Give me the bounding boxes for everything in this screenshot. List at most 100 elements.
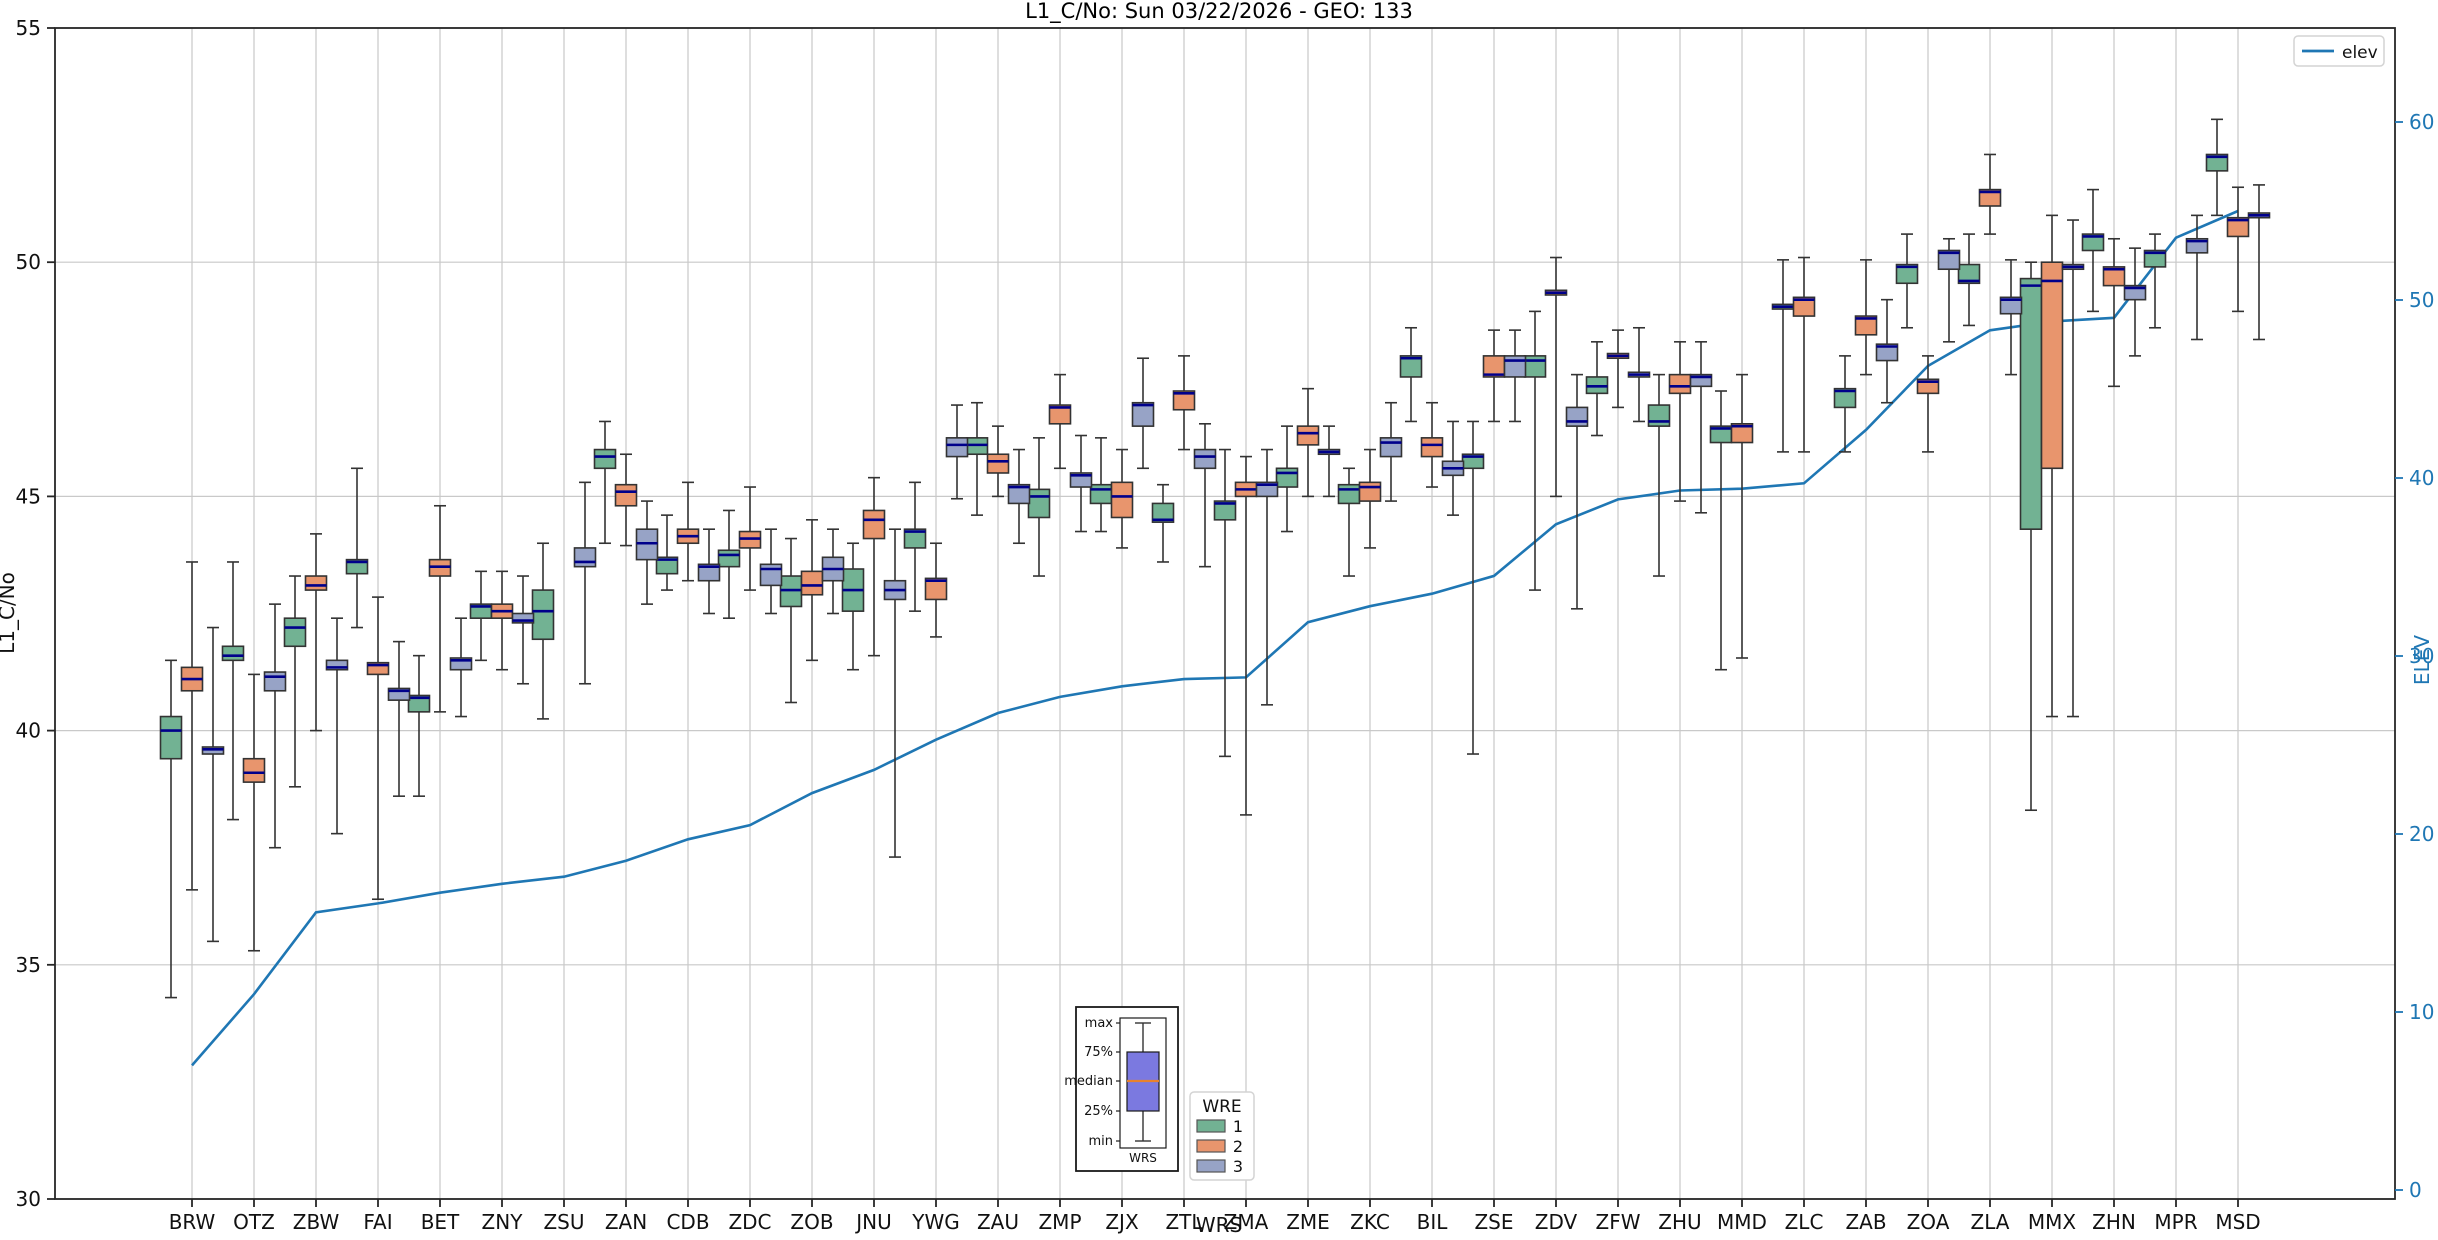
box-group-CDB-wre2 xyxy=(676,481,700,582)
box-iqr xyxy=(1420,437,1444,458)
x-tick-label-ZJX: ZJX xyxy=(1105,1210,1139,1234)
box-group-ZFW-wre2 xyxy=(1606,329,1630,409)
box-group-ZAU-wre1 xyxy=(965,401,989,516)
box-iqr xyxy=(1999,296,2023,315)
wre-swatch-1 xyxy=(1196,1119,1226,1133)
elev-legend-box xyxy=(2293,35,2385,67)
box-group-ZDC-wre1 xyxy=(717,509,741,619)
x-tick-label-MPR: MPR xyxy=(2154,1210,2197,1234)
wre-label-2: 2 xyxy=(1233,1137,1243,1156)
box-group-ZLA-wre2 xyxy=(1978,153,2002,235)
x-tick-label-FAI: FAI xyxy=(363,1210,392,1234)
x-tick-label-CDB: CDB xyxy=(666,1210,709,1234)
box-iqr xyxy=(862,509,886,540)
box-iqr xyxy=(1296,425,1320,446)
box-group-ZSU-wre3 xyxy=(573,481,597,685)
box-group-FAI-wre2 xyxy=(366,596,390,901)
box-group-ZFW-wre1 xyxy=(1585,341,1609,437)
x-tick-label-ZTL: ZTL xyxy=(1165,1210,1203,1234)
box-iqr xyxy=(655,556,679,575)
box-iqr xyxy=(1110,481,1134,519)
y-tick-label-left: 50 xyxy=(16,250,41,274)
box-group-ZTL-wre2 xyxy=(1172,355,1196,451)
inset-xlabel: WRS xyxy=(1129,1151,1157,1165)
box-group-BRW-wre1 xyxy=(159,659,183,999)
box-group-MMD-wre1 xyxy=(1709,390,1733,671)
box-group-FAI-wre3 xyxy=(387,640,411,797)
x-tick-label-ZHU: ZHU xyxy=(1658,1210,1701,1234)
box-iqr xyxy=(511,612,535,624)
box-iqr xyxy=(1399,355,1423,378)
chart-title: L1_C/No: Sun 03/22/2026 - GEO: 133 xyxy=(1025,0,1413,24)
box-group-BRW-wre3 xyxy=(201,626,225,943)
box-iqr xyxy=(1565,406,1589,427)
box-group-ZHN-wre1 xyxy=(2081,188,2105,313)
box-group-ZBW-wre1 xyxy=(283,575,307,788)
box-group-MMX-wre1 xyxy=(2019,261,2043,812)
x-tick-label-BET: BET xyxy=(421,1210,460,1234)
box-group-ZHN-wre3 xyxy=(2123,247,2147,357)
box-group-ZHU-wre1 xyxy=(1647,373,1671,577)
x-tick-label-ZFW: ZFW xyxy=(1596,1210,1641,1234)
y-tick-label-right: 0 xyxy=(2409,1178,2422,1202)
box-iqr xyxy=(1151,502,1175,523)
box-group-ZDV-wre1 xyxy=(1523,310,1547,591)
box-group-ZMP-wre1 xyxy=(1027,437,1051,577)
box-group-ZME-wre3 xyxy=(1317,425,1341,498)
box-group-ZDV-wre2 xyxy=(1544,256,1568,498)
box-group-ZHN-wre2 xyxy=(2102,237,2126,388)
box-group-ZAB-wre1 xyxy=(1833,355,1857,453)
x-tick-label-YWG: YWG xyxy=(911,1210,960,1234)
box-iqr xyxy=(717,549,741,568)
box-group-ZSE-wre3 xyxy=(1503,329,1527,423)
box-group-MSD-wre1 xyxy=(2205,118,2229,217)
box-iqr xyxy=(242,757,266,783)
x-tick-label-ZDC: ZDC xyxy=(728,1210,771,1234)
box-group-ZOA-wre2 xyxy=(1916,355,1940,453)
box-iqr xyxy=(1213,500,1237,521)
box-group-ZDC-wre2 xyxy=(738,486,762,591)
inset-legend xyxy=(1075,1006,1179,1172)
x-tick-label-BRW: BRW xyxy=(169,1210,216,1234)
inset-label-25%: 25% xyxy=(1084,1104,1113,1119)
x-tick-label-ZHN: ZHN xyxy=(2092,1210,2136,1234)
y-tick-label-right: 10 xyxy=(2409,1000,2434,1024)
box-group-ZDV-wre3 xyxy=(1565,373,1589,610)
box-iqr xyxy=(366,661,390,676)
wre-label-1: 1 xyxy=(1233,1117,1243,1136)
box-group-ZAB-wre2 xyxy=(1854,259,1878,376)
x-tick-label-ZSE: ZSE xyxy=(1474,1210,1513,1234)
box-group-ZJX-wre3 xyxy=(1131,357,1155,470)
x-tick-label-ZOA: ZOA xyxy=(1907,1210,1950,1234)
box-group-BET-wre3 xyxy=(449,617,473,718)
box-group-ZMA-wre2 xyxy=(1234,455,1258,816)
box-group-ZTL-wre1 xyxy=(1151,483,1175,563)
box-iqr xyxy=(1957,263,1981,285)
wre-swatch-2 xyxy=(1196,1139,1226,1153)
box-iqr xyxy=(387,687,411,701)
box-group-ZFW-wre3 xyxy=(1627,326,1651,423)
box-group-BET-wre1 xyxy=(407,654,431,797)
box-group-ZME-wre1 xyxy=(1275,425,1299,533)
box-iqr xyxy=(945,437,969,458)
box-iqr xyxy=(1172,390,1196,411)
box-group-ZSE-wre2 xyxy=(1482,329,1506,423)
box-group-MPR-wre1 xyxy=(2143,233,2167,329)
box-group-ZAN-wre3 xyxy=(635,500,659,605)
box-group-ZAN-wre2 xyxy=(614,453,638,547)
x-tick-label-ZOB: ZOB xyxy=(790,1210,833,1234)
box-iqr xyxy=(2143,249,2167,268)
box-group-MMD-wre2 xyxy=(1730,373,1754,659)
box-iqr xyxy=(1895,263,1919,285)
box-group-BET-wre2 xyxy=(428,504,452,713)
box-group-ZAB-wre3 xyxy=(1875,298,1899,404)
box-iqr xyxy=(1048,404,1072,425)
box-group-BIL-wre1 xyxy=(1399,326,1423,423)
box-iqr xyxy=(1523,355,1547,378)
elev-legend xyxy=(2293,35,2385,67)
y-tick-label-left: 30 xyxy=(16,1187,41,1211)
x-tick-label-JNU: JNU xyxy=(854,1210,892,1234)
box-iqr xyxy=(1978,188,2002,207)
y-tick-label-left: 45 xyxy=(16,484,41,508)
x-tick-label-ZBW: ZBW xyxy=(293,1210,340,1234)
